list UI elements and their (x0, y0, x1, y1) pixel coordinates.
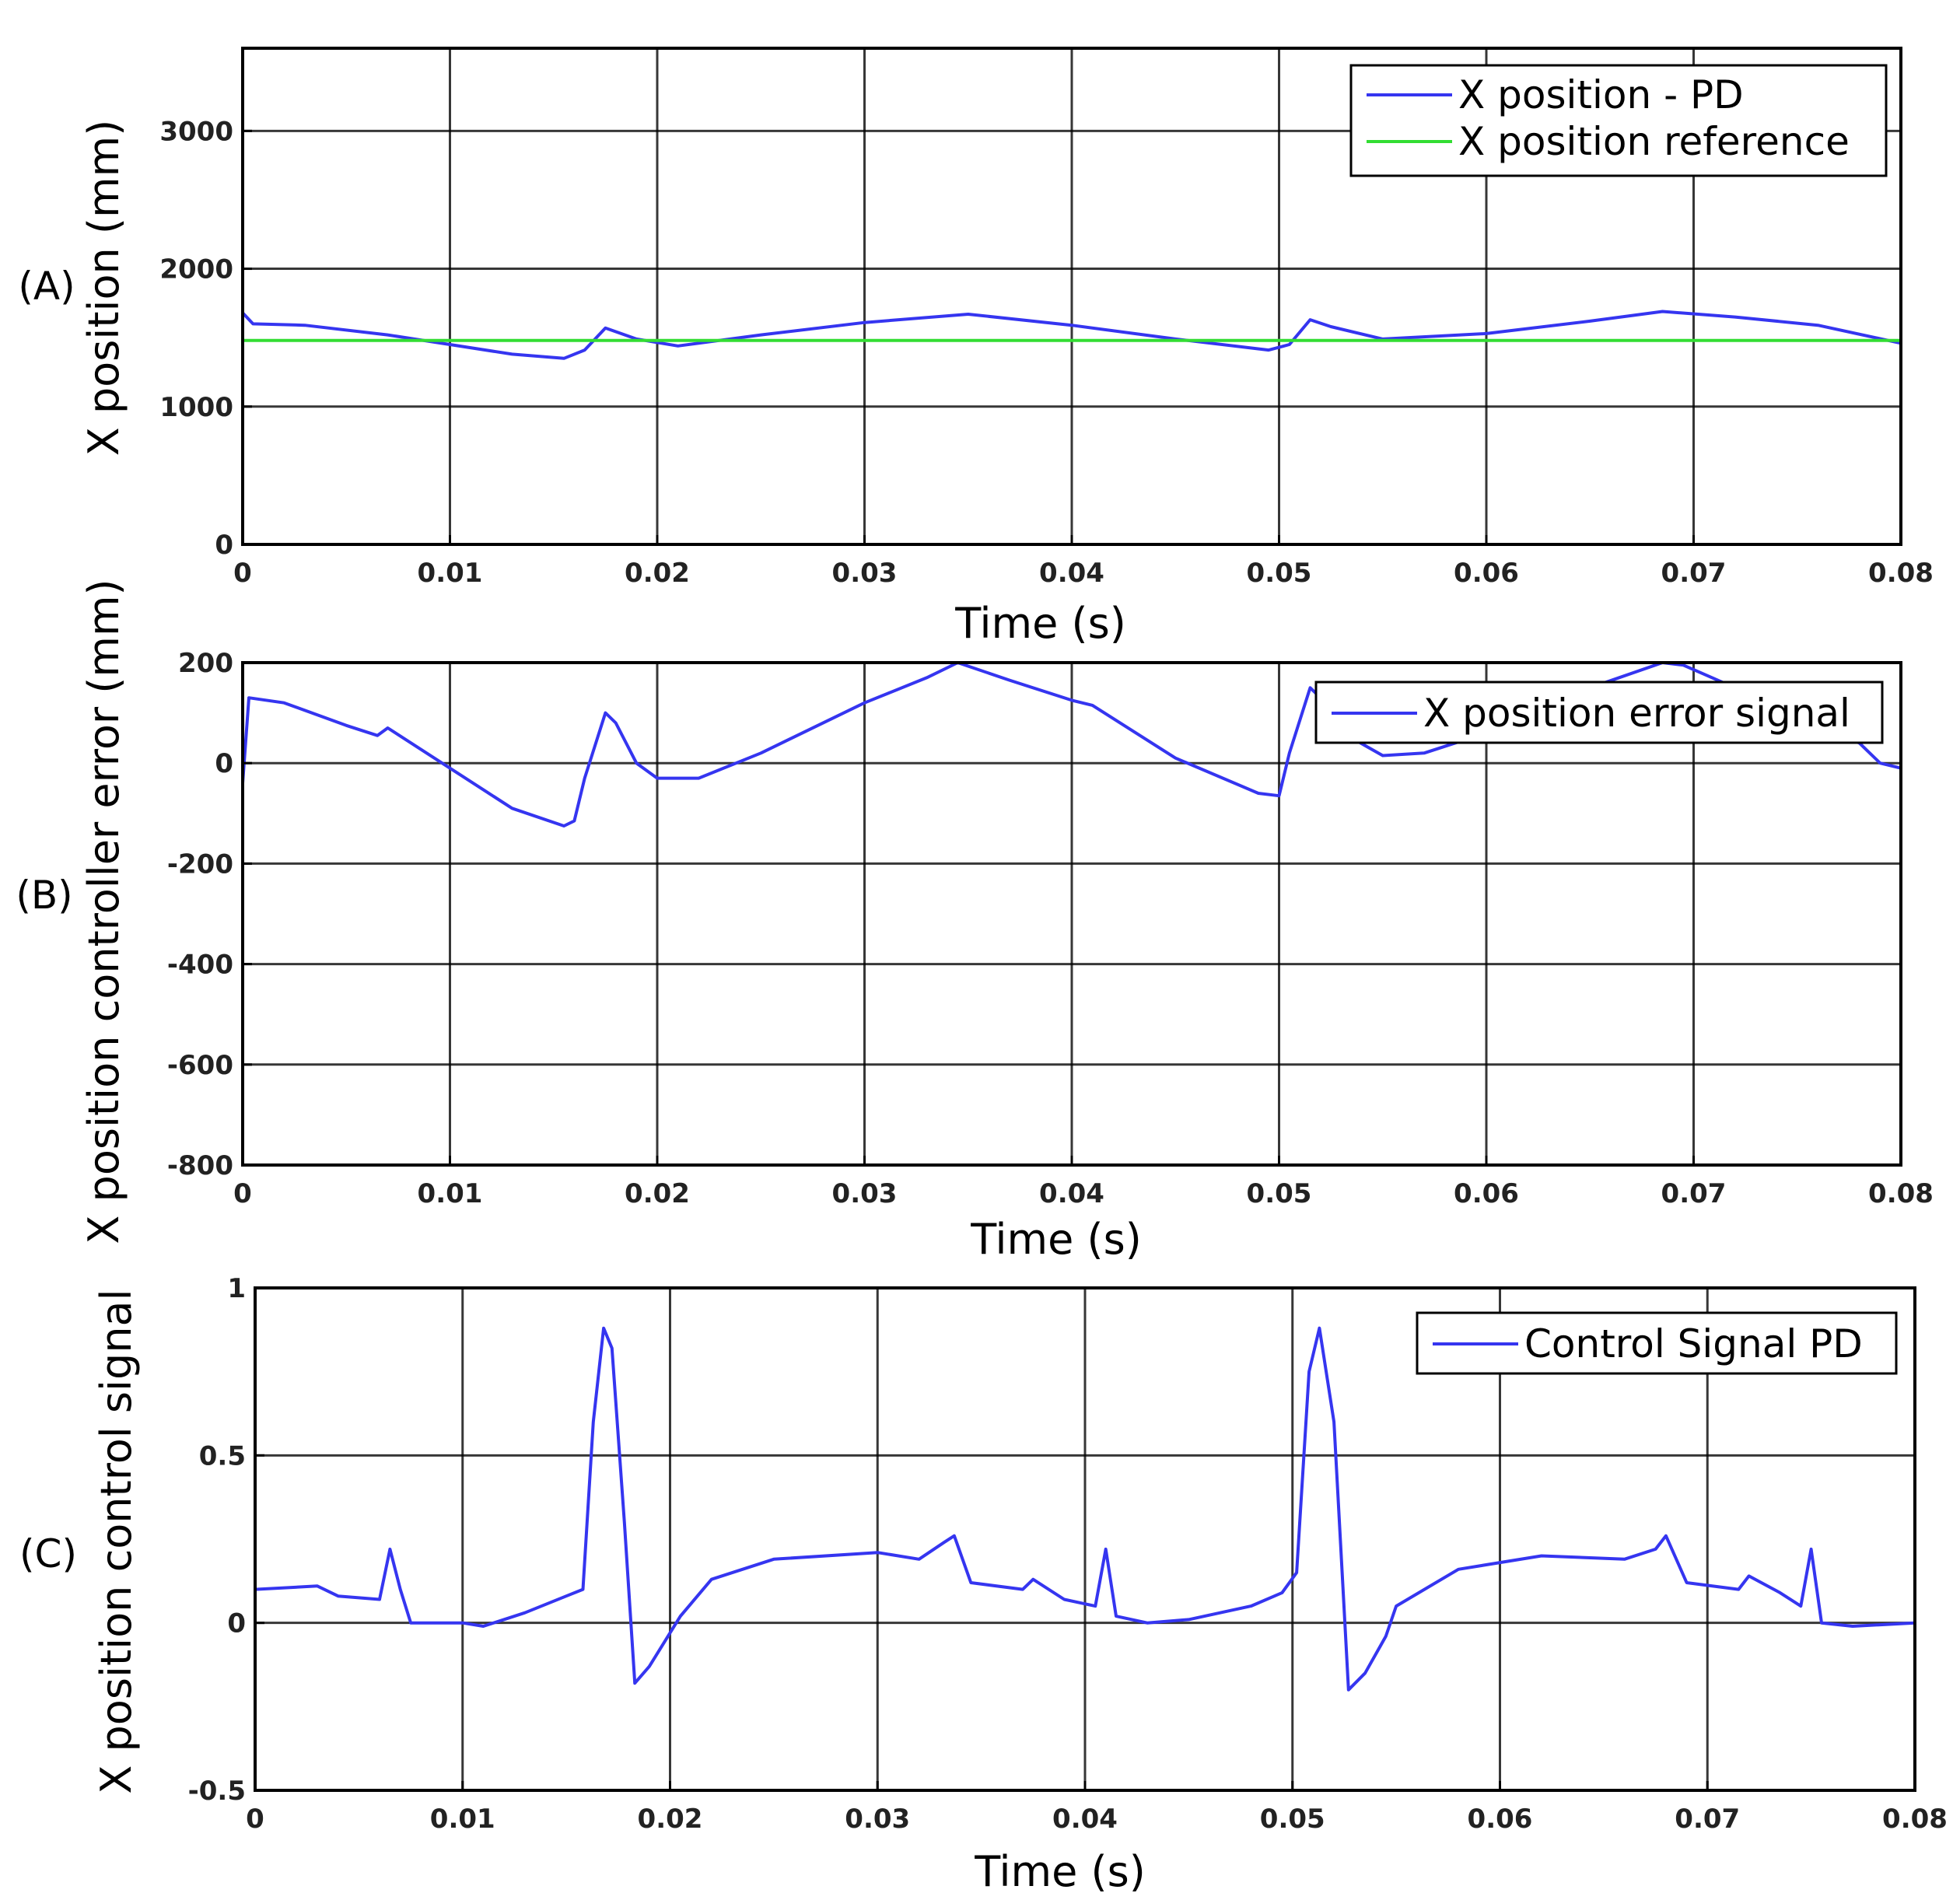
chart-panel-1: 0 0.01 0.02 0.03 0.04 0.05 0.06 0.07 0.08 0 1000 20… (18, 47, 1934, 648)
legend: X position error signal (1314, 681, 1884, 744)
legend-entry: X position - PD (1458, 72, 1744, 117)
series-line-1 (241, 310, 1902, 360)
chart-panel-3: 0 0.01 0.02 0.03 0.04 0.05 0.06 0.07 0.08-0.500.… (19, 1273, 1948, 1896)
y-tick-label: 200 (178, 648, 233, 679)
x-tick-label: 0.08 (1882, 1804, 1948, 1835)
x-axis-label: Time (s) (954, 599, 1126, 648)
legend: Control Signal PD (1416, 1311, 1898, 1375)
x-tick-label: 0.07 (1661, 1178, 1727, 1209)
x-tick-label: 0.05 (1260, 1804, 1325, 1835)
y-tick-label: 0 (215, 530, 233, 561)
legend-entry: X position error signal (1423, 691, 1850, 736)
x-tick-label: 0.01 (430, 1804, 495, 1835)
x-tick-label: 0.04 (1052, 1804, 1118, 1835)
y-tick-label: 1 (227, 1273, 246, 1304)
x-tick-label: 0 (246, 1804, 264, 1835)
y-tick-label: -0.5 (188, 1776, 246, 1807)
legend-entry: Control Signal PD (1524, 1321, 1863, 1366)
x-tick-label: 0.01 (418, 558, 483, 589)
y-tick-label: -400 (167, 950, 233, 981)
y-tick-label: 0.5 (199, 1440, 246, 1471)
y-axis-label: X position (mm) (79, 120, 128, 457)
x-tick-label: 0.02 (625, 1178, 690, 1209)
x-axis-label: Time (s) (970, 1215, 1142, 1264)
x-tick-label: 0.06 (1454, 1178, 1519, 1209)
chart-panel-2: 0 0.01 0.02 0.03 0.04 0.05 0.06 0.07 0.08 -800 -60… (16, 579, 1934, 1264)
panel-label: (C) (19, 1531, 77, 1576)
x-tick-label: 0.05 (1247, 558, 1312, 589)
y-tick-label: 2000 (159, 254, 233, 285)
x-tick-label: 0.07 (1675, 1804, 1740, 1835)
y-axis-label: X position control signal (92, 1289, 141, 1793)
x-tick-label: 0.01 (418, 1178, 483, 1209)
x-tick-label: 0.05 (1247, 1178, 1312, 1209)
legend-box (1314, 681, 1884, 744)
x-tick-label: 0 (233, 558, 252, 589)
x-tick-label: 0.06 (1454, 558, 1519, 589)
series-line-1 (254, 1326, 1916, 1692)
x-tick-label: 0.02 (625, 558, 690, 589)
y-tick-label: 3000 (159, 116, 233, 147)
y-tick-label: -800 (167, 1150, 233, 1181)
panel-label: (A) (18, 264, 75, 309)
x-tick-label: 0.04 (1039, 1178, 1104, 1209)
x-tick-label: 0.06 (1468, 1804, 1533, 1835)
x-tick-label: 0.03 (845, 1804, 910, 1835)
x-tick-label: 0.02 (638, 1804, 703, 1835)
y-tick-label: -200 (167, 849, 233, 880)
y-tick-label: -600 (167, 1050, 233, 1081)
legend: X position - PDX position reference (1349, 64, 1888, 177)
x-tick-label: 0.08 (1868, 1178, 1934, 1209)
x-tick-label: 0.04 (1039, 558, 1104, 589)
legend-entry: X position reference (1458, 119, 1850, 164)
x-tick-label: 0.03 (832, 1178, 898, 1209)
y-tick-label: 0 (215, 748, 233, 779)
y-tick-label: 1000 (159, 392, 233, 423)
panel-label: (B) (16, 873, 72, 918)
x-tick-label: 0 (233, 1178, 252, 1209)
x-tick-label: 0.08 (1868, 558, 1934, 589)
y-tick-label: 0 (227, 1608, 246, 1639)
legend-box (1349, 64, 1888, 177)
x-tick-label: 0.03 (832, 558, 898, 589)
y-axis-label: X position controller error (mm) (79, 579, 128, 1244)
x-tick-label: 0.07 (1661, 558, 1727, 589)
x-axis-label: Time (s) (974, 1847, 1146, 1896)
